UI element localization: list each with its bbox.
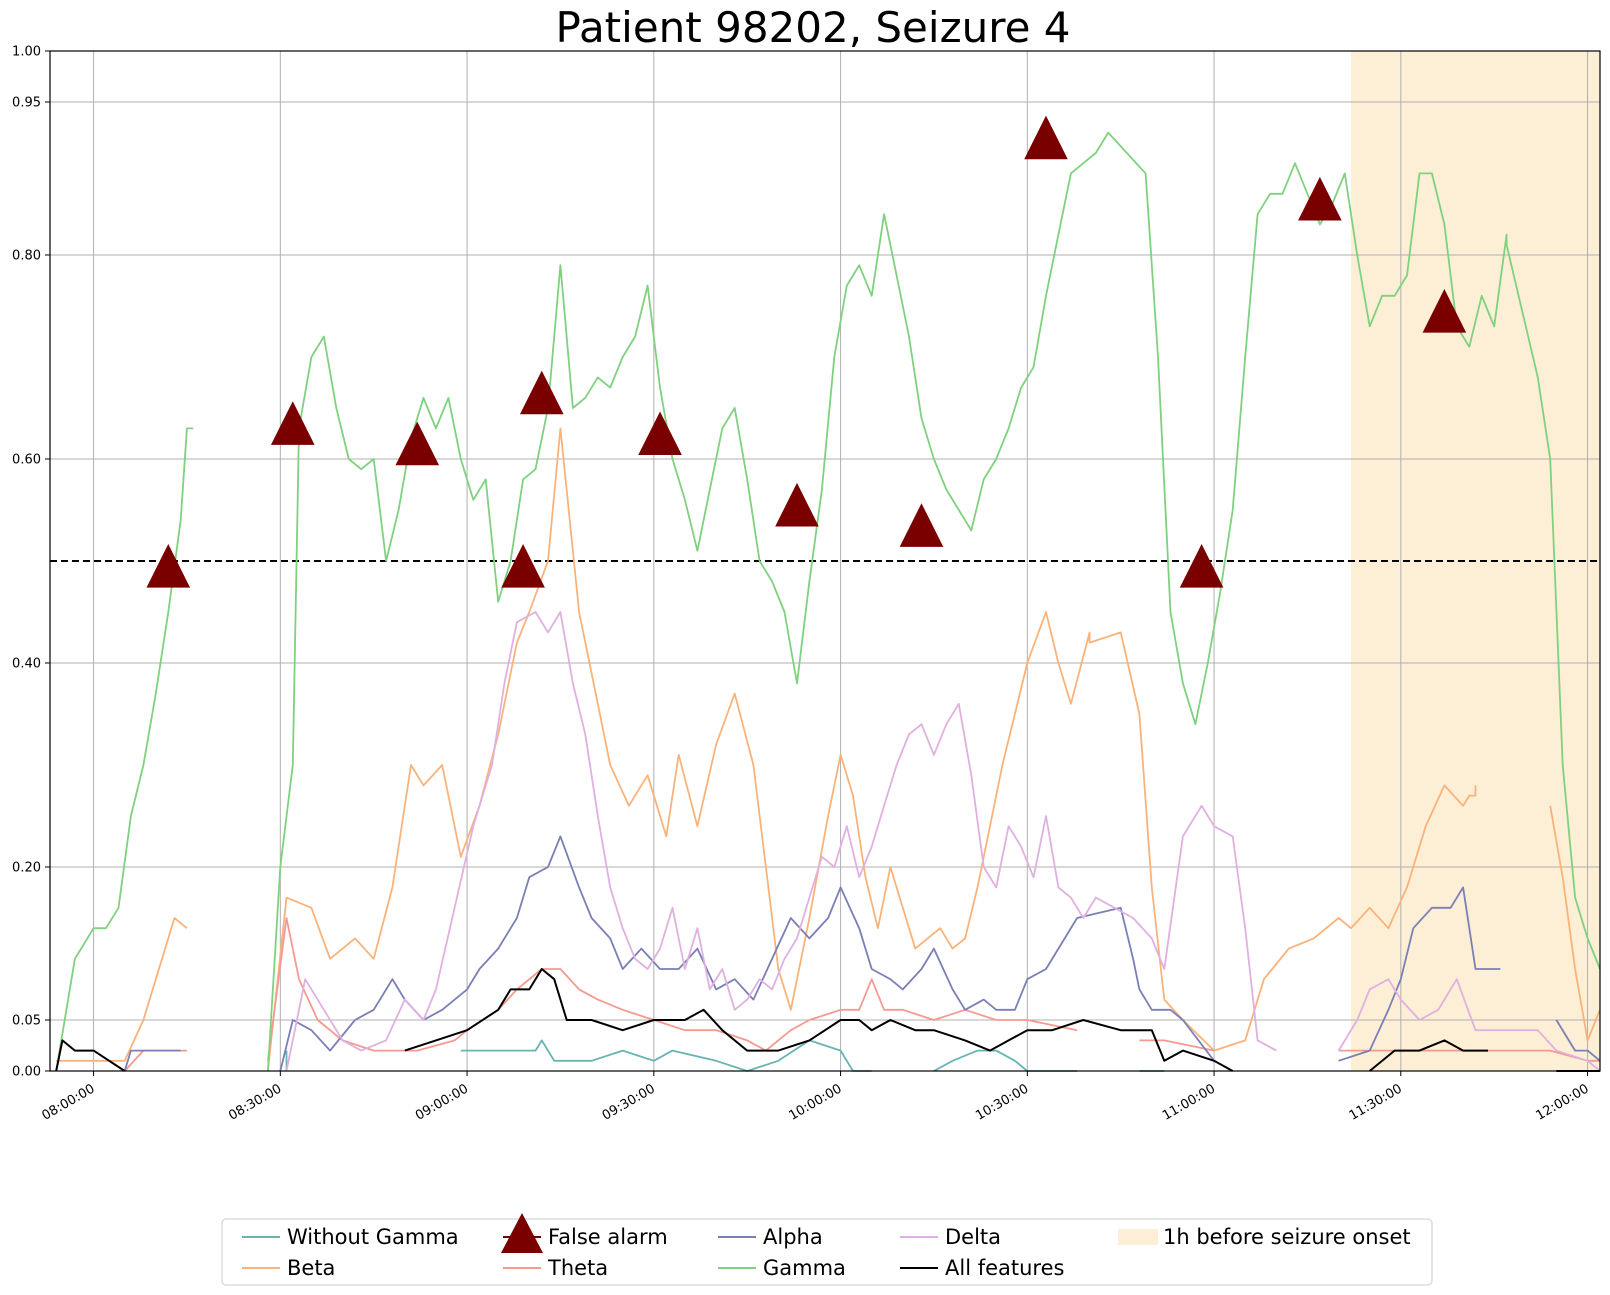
y-axis: 0.00 0.05 0.20 0.40 0.60 0.80 0.95 1.00 xyxy=(12,45,50,1080)
legend-label: Gamma xyxy=(763,1256,846,1280)
false-alarm-marker xyxy=(899,503,944,547)
x-tick-label: 12:00:00 xyxy=(1533,1081,1591,1123)
false-alarm-marker xyxy=(270,401,315,445)
legend-label: Without Gamma xyxy=(287,1225,459,1249)
legend-label: All features xyxy=(945,1256,1064,1280)
legend-marker xyxy=(501,1213,543,1253)
series-line-alpha xyxy=(123,835,1601,1072)
legend-item: Gamma xyxy=(718,1256,846,1280)
series-line-gamma xyxy=(55,131,1601,1072)
legend-label: Beta xyxy=(287,1256,335,1280)
false-alarm-marker xyxy=(146,544,191,588)
legend: Without Gamma Beta False alarm Theta Alpha Ga… xyxy=(221,1213,1433,1286)
y-tick-label: 0.95 xyxy=(12,96,41,111)
x-tick-label: 08:30:00 xyxy=(226,1081,284,1123)
false-alarm-marker xyxy=(1422,289,1467,333)
false-alarm-marker xyxy=(1179,544,1224,588)
x-tick-label: 08:00:00 xyxy=(40,1081,98,1123)
x-axis: 08:00:00 08:30:00 09:00:00 09:30:00 10:00:00… xyxy=(40,1071,1592,1124)
y-tick-label: 0.05 xyxy=(12,1014,41,1029)
legend-item: All features xyxy=(900,1256,1064,1280)
axes-frame xyxy=(49,50,1601,1072)
legend-item: Without Gamma xyxy=(242,1225,459,1249)
chart-title: Patient 98202, Seizure 4 xyxy=(556,3,1071,52)
false-alarm-marker xyxy=(1024,115,1068,160)
legend-item: False alarm xyxy=(501,1213,668,1253)
legend-item: Beta xyxy=(242,1256,335,1280)
y-tick-label: 0.00 xyxy=(12,1065,41,1080)
x-tick-label: 09:00:00 xyxy=(413,1081,471,1123)
false-alarm-marker xyxy=(501,544,545,588)
legend-item: 1h before seizure onset xyxy=(1118,1225,1411,1249)
legend-label: Theta xyxy=(547,1256,608,1280)
legend-label: False alarm xyxy=(548,1225,668,1249)
x-tick-label: 11:00:00 xyxy=(1160,1081,1218,1123)
y-tick-label: 0.60 xyxy=(12,453,41,468)
y-tick-label: 0.80 xyxy=(12,249,41,264)
legend-label: 1h before seizure onset xyxy=(1163,1225,1411,1249)
legend-item: Alpha xyxy=(718,1225,823,1249)
legend-item: Theta xyxy=(503,1256,608,1280)
false-alarm-marker xyxy=(775,482,819,527)
false-alarm-marker xyxy=(638,411,682,456)
plot-area xyxy=(49,50,1601,1072)
x-tick-label: 09:30:00 xyxy=(600,1081,658,1123)
legend-label: Delta xyxy=(945,1225,1001,1249)
x-tick-label: 10:00:00 xyxy=(786,1081,844,1123)
y-tick-label: 0.20 xyxy=(12,861,41,876)
false-alarm-marker xyxy=(395,421,440,466)
x-tick-label: 10:30:00 xyxy=(973,1081,1031,1123)
false-alarm-marker xyxy=(1298,176,1342,221)
legend-label: Alpha xyxy=(763,1225,823,1249)
series-line-without-gamma xyxy=(285,1039,1600,1072)
legend-swatch xyxy=(1118,1229,1158,1245)
y-tick-label: 0.40 xyxy=(12,657,41,672)
series-line-delta xyxy=(285,611,1601,1072)
x-tick-label: 11:30:00 xyxy=(1347,1081,1405,1123)
false-alarm-marker xyxy=(519,370,564,415)
series-line-beta xyxy=(56,427,1601,1072)
series-line-all-features xyxy=(55,968,1600,1072)
legend-item: Delta xyxy=(900,1225,1001,1249)
y-tick-label: 1.00 xyxy=(12,45,41,60)
